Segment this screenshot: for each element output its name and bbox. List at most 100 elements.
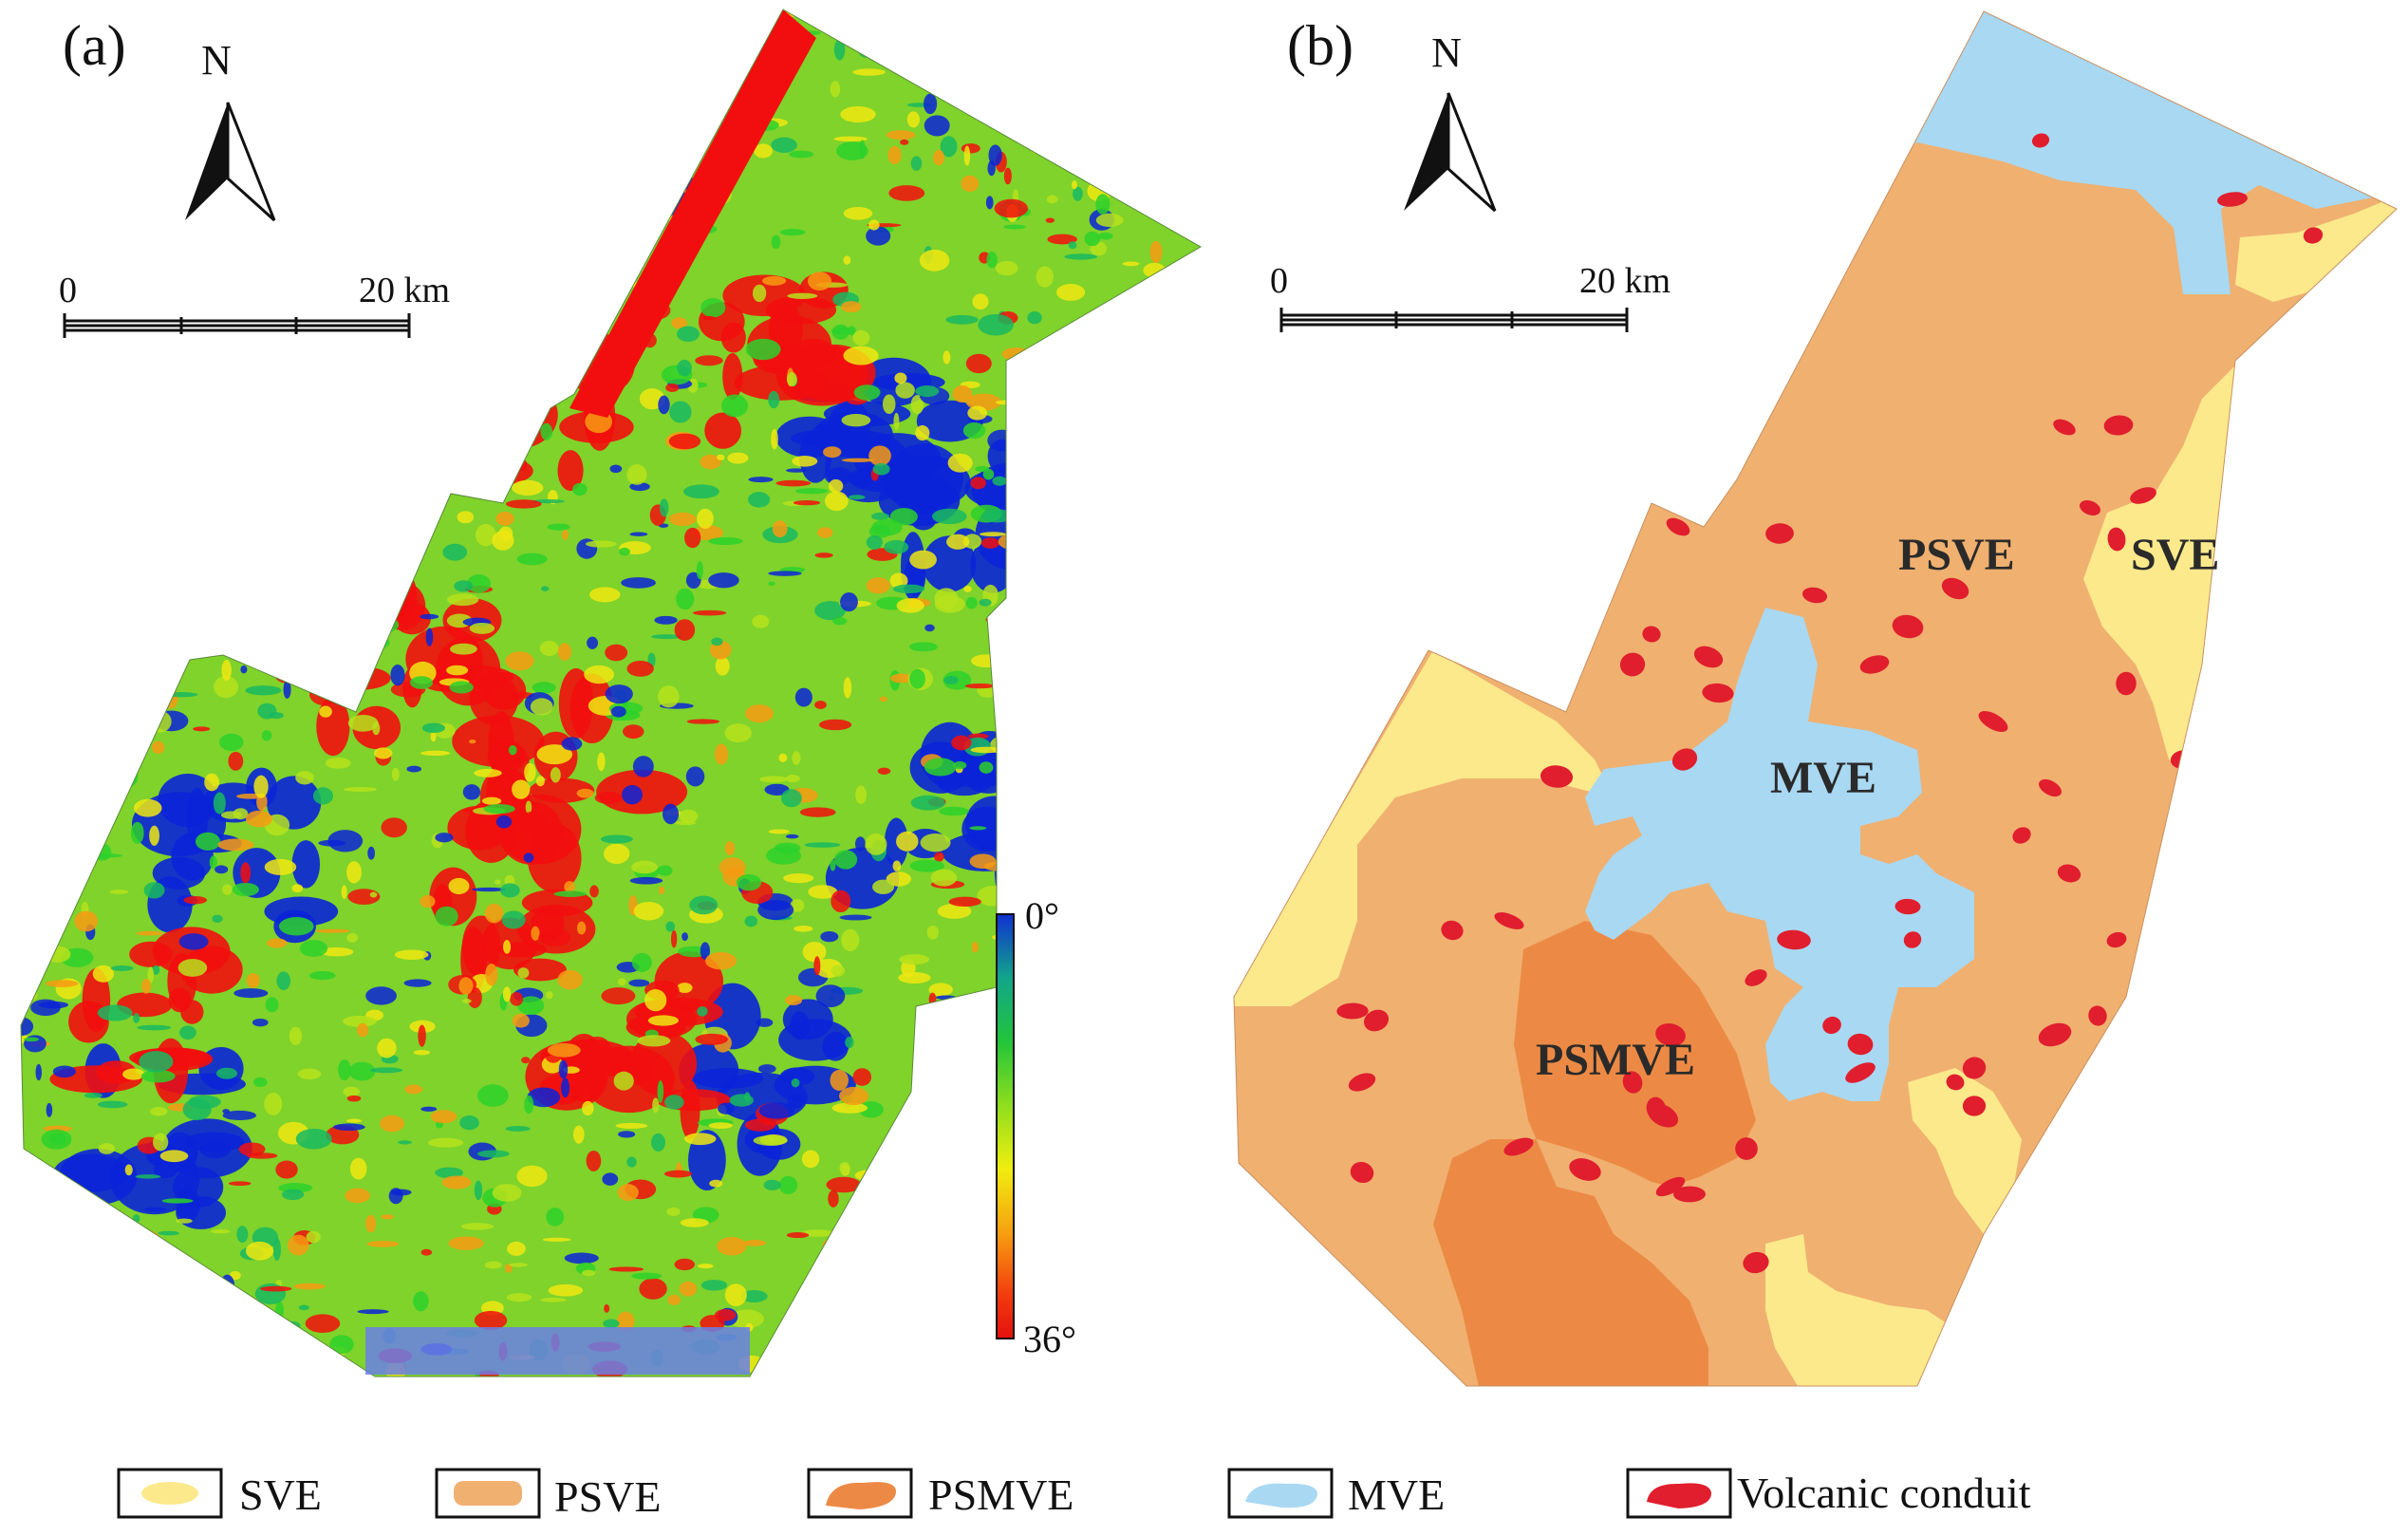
slope-speckle	[905, 1219, 916, 1228]
slope-speckle	[502, 76, 514, 90]
slope-speckle	[287, 388, 295, 404]
slope-speckle	[21, 931, 41, 938]
slope-speckle	[45, 659, 71, 669]
slope-speckle	[475, 523, 496, 547]
slope-speckle	[715, 656, 730, 676]
slope-speckle	[584, 665, 615, 684]
slope-speckle	[264, 1093, 283, 1115]
slope-speckle	[41, 525, 64, 542]
slope-speckle	[459, 1115, 479, 1131]
slope-speckle	[1149, 240, 1163, 264]
slope-speckle	[961, 175, 980, 193]
slope-speckle	[179, 1025, 196, 1040]
slope-speckle	[543, 49, 566, 58]
slope-speckle	[170, 662, 184, 671]
slope-speckle	[830, 1069, 849, 1091]
slope-speckle	[1026, 418, 1038, 440]
slope-speckle	[306, 88, 314, 97]
slope-speckle	[1070, 939, 1080, 949]
slope-speckle	[207, 358, 236, 364]
slope-speckle	[1110, 1334, 1145, 1348]
slope-speckle	[1045, 1266, 1071, 1273]
slope-speckle	[35, 603, 43, 610]
slope-speckle	[617, 1184, 639, 1202]
slope-speckle	[127, 553, 143, 559]
slope-speckle	[1213, 367, 1243, 389]
slope-speckle	[865, 834, 887, 855]
slope-speckle	[205, 1333, 237, 1357]
slope-speckle	[685, 571, 701, 590]
slope-speckle	[538, 146, 545, 169]
slope-speckle	[465, 454, 488, 460]
slope-speckle	[223, 24, 259, 38]
slope-speckle	[978, 313, 1014, 336]
slope-speckle	[1157, 1037, 1171, 1046]
slope-speckle	[1017, 521, 1023, 541]
volcanic-conduit	[1348, 1073, 1376, 1092]
slope-speckle	[389, 539, 396, 562]
slope-speckle	[484, 1261, 502, 1269]
slope-speckle	[924, 93, 938, 115]
slope-speckle	[147, 79, 163, 93]
slope-speckle	[403, 979, 432, 987]
slope-speckle	[756, 1018, 774, 1027]
north-arrow-icon	[1404, 93, 1448, 211]
slope-speckle	[663, 171, 670, 177]
slope-speckle	[862, 1319, 883, 1340]
slope-speckle	[345, 1188, 370, 1204]
slope-speckle	[889, 508, 918, 526]
slope-speckle	[996, 661, 1005, 684]
slope-speckle	[106, 151, 128, 175]
slope-speckle	[44, 1329, 55, 1350]
slope-speckle	[474, 768, 502, 777]
slope-speckle	[1019, 825, 1039, 833]
slope-speckle	[707, 101, 724, 110]
slope-speckle	[771, 428, 778, 450]
slope-speckle	[73, 1193, 100, 1208]
slope-speckle	[387, 394, 401, 411]
slope-speckle	[28, 529, 53, 549]
slope-speckle	[139, 1051, 174, 1073]
legend-label-mve: MVE	[1348, 1470, 1445, 1519]
slope-speckle	[831, 965, 846, 977]
slope-speckle	[1063, 1168, 1099, 1174]
slope-speckle	[1143, 516, 1167, 535]
slope-speckle	[28, 28, 36, 37]
slope-speckle	[1095, 1152, 1119, 1173]
legend-item-psmve: PSMVE	[807, 1468, 1073, 1519]
slope-speckle	[246, 972, 260, 988]
slope-speckle	[792, 456, 818, 467]
slope-speckle	[1223, 940, 1230, 944]
slope-speckle	[178, 933, 209, 950]
slope-speckle	[217, 267, 244, 284]
slope-speckle	[346, 861, 362, 884]
slope-patch	[525, 156, 620, 180]
slope-speckle	[1006, 379, 1017, 399]
slope-speckle	[957, 1361, 973, 1367]
slope-speckle	[670, 929, 678, 948]
slope-speckle	[834, 850, 858, 870]
slope-speckle	[1142, 84, 1153, 91]
slope-speckle	[319, 705, 332, 718]
slope-speckle	[652, 1097, 660, 1114]
slope-speckle	[114, 452, 135, 473]
slope-speckle	[1014, 797, 1026, 804]
legend-label-psmve: PSMVE	[928, 1470, 1073, 1519]
slope-speckle	[1044, 408, 1073, 424]
slope-speckle	[174, 497, 194, 506]
slope-speckle	[364, 574, 373, 592]
slope-map	[0, 9, 1243, 1377]
slope-speckle	[472, 65, 509, 70]
slope-speckle	[217, 838, 254, 852]
volcanic-conduit	[1702, 683, 1734, 703]
slope-speckle	[21, 842, 39, 848]
slope-speckle	[622, 784, 644, 805]
slope-speckle	[80, 1361, 94, 1377]
north-arrow-a: N	[185, 37, 276, 222]
slope-speckle	[84, 375, 117, 393]
slope-speckle	[0, 911, 9, 925]
volcanic-conduit	[1666, 517, 1690, 536]
slope-speckle	[564, 881, 575, 893]
slope-speckle	[601, 987, 636, 1005]
slope-patch	[316, 697, 350, 757]
